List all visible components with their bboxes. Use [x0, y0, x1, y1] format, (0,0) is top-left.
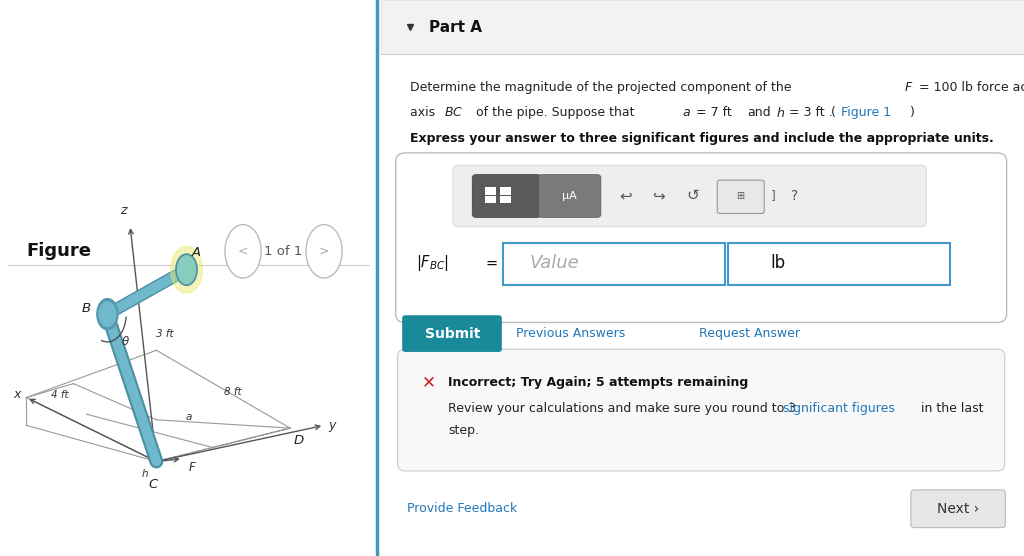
Text: Figure: Figure	[27, 242, 91, 260]
FancyBboxPatch shape	[728, 243, 950, 285]
Text: $F$: $F$	[904, 81, 913, 93]
Text: <: <	[238, 245, 248, 258]
Text: axis: axis	[410, 106, 439, 118]
Text: D: D	[294, 434, 304, 446]
Text: of the pipe. Suppose that: of the pipe. Suppose that	[472, 106, 639, 118]
Text: Determine the magnitude of the projected component of the: Determine the magnitude of the projected…	[410, 81, 796, 93]
Circle shape	[99, 302, 116, 326]
Text: =: =	[485, 256, 498, 270]
Text: and: and	[748, 106, 771, 118]
Text: Figure 1: Figure 1	[841, 106, 891, 118]
Text: 1 of 1: 1 of 1	[264, 245, 302, 258]
Text: ]: ]	[771, 189, 775, 202]
Text: in the last: in the last	[918, 402, 984, 415]
Text: h: h	[141, 469, 148, 479]
Text: lb: lb	[770, 254, 785, 272]
Text: $h$: $h$	[776, 106, 784, 120]
FancyBboxPatch shape	[453, 165, 927, 227]
Text: (: (	[831, 106, 836, 118]
FancyBboxPatch shape	[539, 175, 601, 217]
FancyBboxPatch shape	[910, 490, 1006, 528]
Text: ↺: ↺	[686, 188, 699, 203]
FancyBboxPatch shape	[717, 180, 764, 214]
Text: B: B	[81, 302, 90, 315]
FancyBboxPatch shape	[472, 175, 541, 217]
FancyBboxPatch shape	[485, 187, 496, 195]
FancyBboxPatch shape	[397, 349, 1005, 471]
Text: Request Answer: Request Answer	[699, 327, 800, 340]
FancyBboxPatch shape	[402, 315, 502, 352]
Text: A: A	[193, 246, 202, 259]
FancyBboxPatch shape	[485, 196, 496, 203]
Circle shape	[176, 254, 197, 285]
Text: ↩: ↩	[618, 188, 632, 203]
Text: F: F	[188, 461, 196, 474]
Text: significant figures: significant figures	[782, 402, 895, 415]
Text: Review your calculations and make sure you round to 3: Review your calculations and make sure y…	[449, 402, 801, 415]
Text: 3 ft: 3 ft	[157, 329, 174, 339]
Text: step.: step.	[449, 424, 479, 438]
Text: = 100 lb force acting along the: = 100 lb force acting along the	[919, 81, 1024, 93]
FancyBboxPatch shape	[381, 0, 1024, 54]
Text: Express your answer to three significant figures and include the appropriate uni: Express your answer to three significant…	[410, 132, 993, 145]
FancyBboxPatch shape	[395, 153, 1007, 322]
Text: ↪: ↪	[652, 188, 666, 203]
Text: a: a	[185, 412, 191, 422]
Text: μA: μA	[562, 191, 577, 201]
Text: ): )	[909, 106, 914, 118]
Text: z: z	[120, 204, 126, 217]
Circle shape	[306, 225, 342, 278]
Circle shape	[171, 246, 203, 293]
Text: θ: θ	[122, 335, 129, 348]
FancyBboxPatch shape	[500, 196, 511, 203]
Text: $BC$: $BC$	[444, 106, 463, 118]
Circle shape	[225, 225, 261, 278]
Text: Value: Value	[529, 254, 580, 272]
Text: C: C	[148, 478, 158, 491]
Text: Incorrect; Try Again; 5 attempts remaining: Incorrect; Try Again; 5 attempts remaini…	[449, 376, 749, 389]
Text: 8 ft: 8 ft	[224, 387, 242, 397]
Text: >: >	[318, 245, 330, 258]
FancyBboxPatch shape	[500, 187, 511, 195]
FancyBboxPatch shape	[503, 243, 725, 285]
Text: Previous Answers: Previous Answers	[516, 327, 626, 340]
Text: ⊞: ⊞	[736, 191, 744, 201]
Text: $|F_{BC}|$: $|F_{BC}|$	[417, 253, 450, 273]
Text: = 3 ft .: = 3 ft .	[788, 106, 833, 118]
Text: Submit: Submit	[425, 326, 480, 341]
Text: = 7 ft: = 7 ft	[696, 106, 732, 118]
Circle shape	[97, 299, 118, 330]
Text: Next ›: Next ›	[937, 502, 979, 516]
Text: $a$: $a$	[682, 106, 691, 118]
Text: ✕: ✕	[422, 374, 436, 391]
Text: y: y	[328, 419, 335, 432]
Text: Provide Feedback: Provide Feedback	[407, 502, 517, 515]
Text: ?: ?	[791, 188, 798, 203]
Text: Part A: Part A	[429, 20, 482, 34]
Text: 4 ft: 4 ft	[51, 390, 69, 400]
Text: x: x	[13, 388, 20, 401]
